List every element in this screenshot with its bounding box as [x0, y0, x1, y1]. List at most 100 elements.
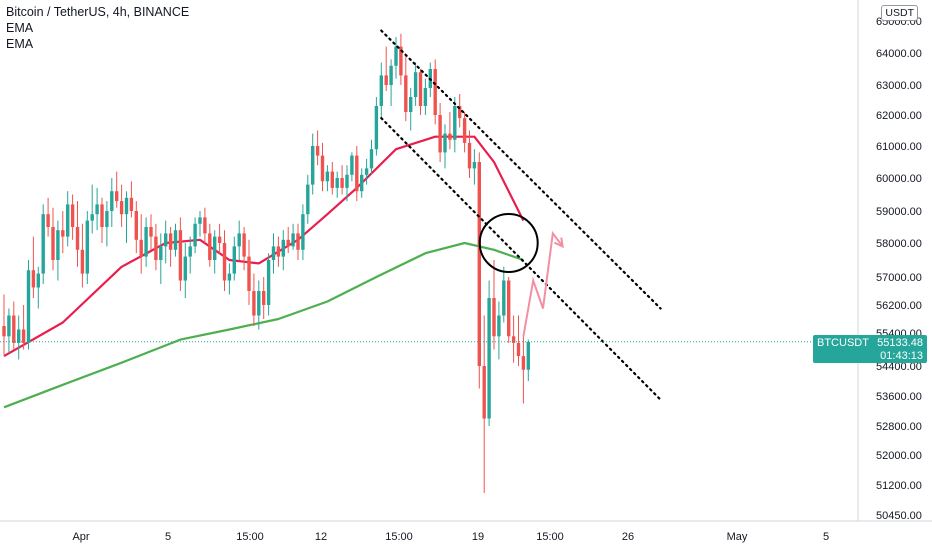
candle-body: [154, 236, 158, 260]
candle: [467, 130, 472, 178]
candle: [51, 207, 55, 271]
candle-body: [467, 142, 472, 169]
candle-body: [66, 204, 70, 237]
candle-body: [12, 315, 16, 343]
candle: [330, 162, 334, 195]
candle-body: [355, 155, 359, 192]
price-axis[interactable]: 65000.0064000.0063000.0062000.0061000.00…: [876, 16, 922, 522]
candle-body: [526, 341, 530, 370]
candle: [237, 220, 241, 260]
candle: [286, 227, 290, 254]
candle: [232, 236, 236, 281]
time-tick-label: 12: [315, 531, 327, 543]
candle: [438, 103, 442, 162]
highlight-circle[interactable]: [478, 213, 539, 273]
candle-body: [193, 223, 197, 247]
currency-label[interactable]: USDT: [881, 5, 918, 21]
candle: [80, 223, 85, 288]
candle-body: [203, 217, 207, 234]
candle: [433, 59, 437, 125]
candle: [85, 211, 89, 284]
candle-body: [41, 214, 45, 274]
candle: [41, 204, 45, 284]
candle: [374, 97, 379, 156]
ema-legend-2[interactable]: EMA: [6, 37, 34, 51]
candle: [482, 315, 486, 493]
candle: [66, 191, 70, 247]
trendline-1[interactable]: [380, 29, 662, 310]
candle: [213, 230, 217, 274]
price-tick-label: 61000.00: [876, 141, 922, 153]
candle: [75, 201, 80, 267]
projection-path[interactable]: [522, 230, 564, 337]
candle-body: [502, 280, 506, 316]
ema-line-2: [3, 241, 524, 409]
price-tick-label: 56200.00: [876, 300, 922, 312]
candle: [2, 294, 6, 357]
candle: [242, 227, 246, 271]
price-tick-label: 60000.00: [876, 173, 922, 185]
candle: [458, 94, 462, 128]
candle: [257, 280, 261, 330]
candle: [487, 280, 491, 426]
candle-body: [80, 249, 85, 274]
candle-body: [286, 239, 290, 247]
candle-body: [75, 227, 80, 250]
chart-legend: Bitcoin / TetherUS, 4h, BINANCE EMA EMA: [6, 4, 189, 52]
candle: [105, 201, 109, 247]
candle: [526, 339, 530, 381]
candle: [389, 59, 393, 106]
price-tick-label: 50450.00: [876, 510, 922, 522]
candle-body: [497, 315, 501, 337]
candle: [340, 165, 344, 195]
candle: [115, 171, 119, 208]
candle-body: [134, 211, 138, 240]
trendline-2[interactable]: [380, 116, 662, 401]
price-tick-label: 54400.00: [876, 361, 922, 373]
candle: [119, 184, 124, 227]
candle: [497, 301, 501, 360]
candle-body: [433, 69, 437, 115]
candle: [173, 223, 178, 257]
candle: [203, 207, 207, 243]
candle-body: [257, 291, 261, 316]
candle-body: [105, 211, 109, 227]
candle: [477, 152, 481, 389]
time-tick-label: 19: [472, 531, 484, 543]
candle-body: [438, 115, 442, 153]
candle: [409, 88, 413, 131]
candle-body: [482, 366, 486, 419]
candle: [350, 152, 354, 182]
candle-body: [330, 171, 334, 188]
candle: [453, 97, 457, 153]
candle-body: [51, 227, 55, 260]
price-tick-label: 57000.00: [876, 272, 922, 284]
candle: [124, 191, 129, 243]
candle-body: [301, 214, 305, 250]
candle-body: [242, 233, 246, 257]
candle-body: [418, 72, 423, 106]
time-tick-label: 5: [165, 531, 171, 543]
candle: [507, 277, 511, 343]
time-tick-label: 15:00: [536, 531, 564, 543]
candle: [193, 217, 197, 254]
candle: [360, 168, 364, 198]
candle-body: [374, 106, 379, 150]
candle: [247, 239, 251, 305]
time-axis[interactable]: Apr 5 15:00 12 15:00 19 15:00 26 May 5: [72, 531, 829, 543]
candle: [183, 243, 187, 298]
ema-legend-1[interactable]: EMA: [6, 21, 34, 35]
candle: [178, 217, 183, 291]
price-tick-label: 52800.00: [876, 421, 922, 433]
candle-body: [26, 270, 31, 343]
candle: [418, 69, 423, 115]
candle-body: [276, 246, 281, 257]
symbol-title[interactable]: Bitcoin / TetherUS, 4h, BINANCE: [6, 5, 190, 19]
candle-body: [306, 184, 310, 215]
candle-body: [409, 97, 413, 112]
candle-body: [291, 233, 295, 247]
candle-body: [266, 260, 271, 305]
candle-body: [487, 298, 491, 419]
candle-body: [325, 171, 330, 182]
